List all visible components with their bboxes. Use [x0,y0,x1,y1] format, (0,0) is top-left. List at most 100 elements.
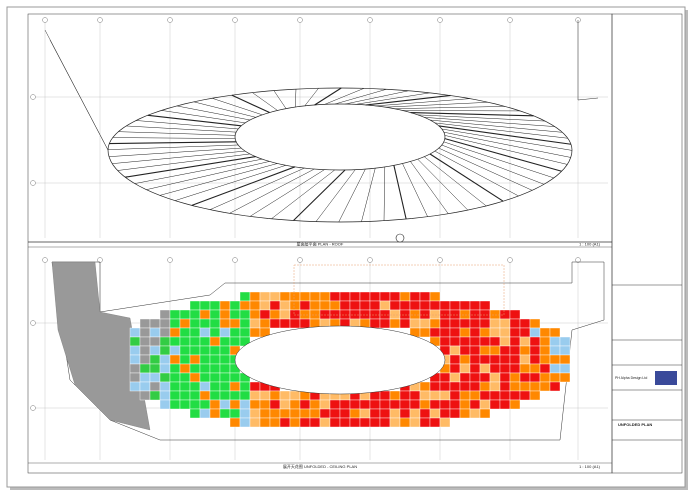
ceiling-panel [410,292,420,301]
ceiling-panel [420,418,430,427]
ceiling-panel [340,292,350,301]
ceiling-panel [220,337,230,346]
ceiling-panel [200,364,210,373]
ceiling-panel [410,391,420,400]
ceiling-panel [390,292,400,301]
ceiling-panel [230,319,240,328]
ceiling-panel [300,418,310,427]
ceiling-panel [160,355,170,364]
ceiling-panel [250,400,260,409]
ceiling-panel [130,346,140,355]
ceiling-panel [470,355,480,364]
ceiling-panel [190,319,200,328]
ceiling-panel [220,364,230,373]
ceiling-panel [200,373,210,382]
ceiling-panel [430,319,440,328]
ceiling-panel [520,346,530,355]
ceiling-panel [490,391,500,400]
ceiling-panel [510,391,520,400]
ceiling-panel [440,319,450,328]
axis-bubble [168,258,173,263]
ceiling-panel [210,355,220,364]
ceiling-panel [350,418,360,427]
ceiling-panel [470,310,480,319]
axis-bubble [233,18,238,23]
ceiling-panel [280,310,290,319]
ceiling-panel [450,319,460,328]
ceiling-panel [230,391,240,400]
ceiling-panel [210,382,220,391]
ceiling-panel [400,391,410,400]
ceiling-panel [150,364,160,373]
ceiling-panel [380,400,390,409]
ceiling-panel [140,355,150,364]
ceiling-panel [520,391,530,400]
ceiling-panel [550,382,560,391]
ceiling-panel [290,391,300,400]
ceiling-panel [440,400,450,409]
ceiling-panel [480,301,490,310]
ceiling-panel [300,301,310,310]
ceiling-panel [510,364,520,373]
ceiling-panel [390,319,400,328]
ceiling-panel [420,400,430,409]
axis-bubble [98,18,103,23]
ceiling-panel [330,409,340,418]
ceiling-panel [450,337,460,346]
ceiling-panel [190,391,200,400]
ceiling-panel [320,418,330,427]
ceiling-panel [230,373,240,382]
ceiling-panel [380,418,390,427]
ceiling-panel [450,346,460,355]
ceiling-panel [440,391,450,400]
ceiling-panel [400,292,410,301]
ceiling-panel [330,310,340,319]
ceiling-panel [190,310,200,319]
ceiling-panel [410,409,420,418]
ceiling-panel [200,391,210,400]
ceiling-panel [380,319,390,328]
ceiling-panel [210,364,220,373]
ceiling-panel [390,391,400,400]
ceiling-panel [220,400,230,409]
ceiling-panel [200,409,210,418]
ceiling-panel [220,391,230,400]
ceiling-panel [460,346,470,355]
ceiling-panel [180,337,190,346]
ceiling-panel [260,292,270,301]
ceiling-panel [210,301,220,310]
ceiling-panel [290,310,300,319]
ceiling-panel [180,310,190,319]
ceiling-panel [400,319,410,328]
axis-bubble [31,95,36,100]
ceiling-panel [340,400,350,409]
ceiling-panel [510,373,520,382]
ceiling-panel [280,301,290,310]
ceiling-panel [300,400,310,409]
ceiling-panel [210,346,220,355]
ceiling-panel [140,319,150,328]
ceiling-panel [190,355,200,364]
ceiling-panel [490,373,500,382]
ceiling-panel [450,355,460,364]
ceiling-panel [170,391,180,400]
ceiling-panel [340,310,350,319]
ceiling-panel [270,292,280,301]
ceiling-panel [260,400,270,409]
ceiling-panel [520,355,530,364]
ceiling-panel [260,310,270,319]
ceiling-panel [510,382,520,391]
ceiling-panel [320,292,330,301]
ceiling-panel [500,328,510,337]
ceiling-panel [410,319,420,328]
ceiling-panel [210,400,220,409]
axis-bubble [298,258,303,263]
ceiling-panel [210,328,220,337]
ceiling-panel [540,355,550,364]
ceiling-panel [240,409,250,418]
ceiling-panel [400,310,410,319]
ceiling-panel [310,409,320,418]
ceiling-panel [530,373,540,382]
ceiling-panel [400,418,410,427]
